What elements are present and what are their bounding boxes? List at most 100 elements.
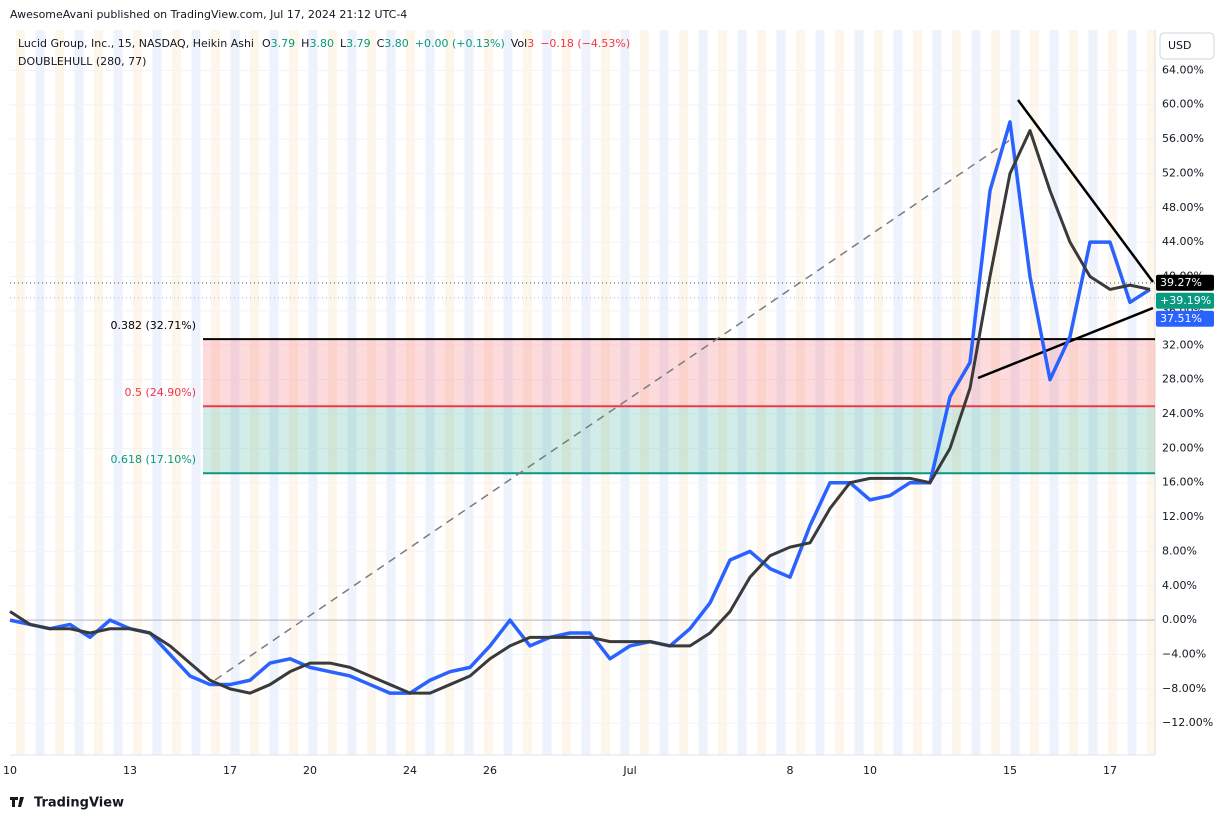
- ohlc-part: Vol: [511, 37, 527, 50]
- y-tick-label: 32.00%: [1162, 338, 1204, 351]
- stripe: [562, 30, 571, 755]
- x-tick-label: 8: [787, 764, 794, 777]
- ohlc-part: 3.80: [309, 37, 334, 50]
- price-tag-label: 37.51%: [1160, 312, 1202, 325]
- y-tick-label: 8.00%: [1162, 544, 1197, 557]
- y-tick-label: −12.00%: [1162, 716, 1213, 729]
- ohlc: O3.79 H3.80 L3.79 C3.80 +0.00 (+0.13%) Vol3 −0…: [262, 37, 630, 50]
- stripe: [445, 30, 454, 755]
- stripe: [55, 30, 64, 755]
- y-tick-label: 24.00%: [1162, 407, 1204, 420]
- fib-zone: [203, 339, 1155, 407]
- stripe: [250, 30, 259, 755]
- stripe: [289, 30, 298, 755]
- ohlc-part: H: [301, 37, 309, 50]
- currency-box[interactable]: [1159, 32, 1215, 60]
- ohlc-part: O: [262, 37, 271, 50]
- stripe: [718, 30, 727, 755]
- stripe: [230, 30, 240, 755]
- fib-zone: [203, 406, 1155, 474]
- stripe: [1049, 30, 1059, 755]
- stripe: [679, 30, 688, 755]
- y-tick-label: 64.00%: [1162, 63, 1204, 76]
- ohlc-part: 3.79: [346, 37, 371, 50]
- stripe: [172, 30, 181, 755]
- stripe: [757, 30, 766, 755]
- trend-dashed: [214, 139, 1011, 681]
- price-tag-label: 39.27%: [1160, 276, 1202, 289]
- y-tick-label: 56.00%: [1162, 132, 1204, 145]
- series-line: [9, 129, 1151, 695]
- ohlc-part: C: [377, 37, 385, 50]
- y-tick-label: 48.00%: [1162, 201, 1204, 214]
- ohlc-part: +0.00 (+0.13%): [415, 37, 505, 50]
- stripe: [952, 30, 961, 755]
- y-tick-label: −4.00%: [1162, 647, 1206, 660]
- y-tick-label: 16.00%: [1162, 476, 1204, 489]
- stripe: [640, 30, 649, 755]
- stripe: [971, 30, 981, 755]
- stripe: [484, 30, 493, 755]
- stripe: [523, 30, 532, 755]
- fib-label: 0.618 (17.10%): [110, 453, 196, 466]
- stripe: [113, 30, 123, 755]
- price-tag: [1156, 310, 1214, 327]
- stripe: [16, 30, 25, 755]
- x-tick-label: 20: [303, 764, 317, 777]
- stripe: [776, 30, 786, 755]
- stripe: [796, 30, 805, 755]
- stripe: [211, 30, 220, 755]
- stripe: [893, 30, 903, 755]
- x-tick-label: 17: [1103, 764, 1117, 777]
- currency[interactable]: USD: [1168, 39, 1192, 52]
- y-tick-label: 4.00%: [1162, 579, 1197, 592]
- stripe: [308, 30, 318, 755]
- stripe: [386, 30, 396, 755]
- price-tag: [1156, 274, 1214, 291]
- y-tick-label: 52.00%: [1162, 166, 1204, 179]
- x-tick-label: 26: [483, 764, 497, 777]
- stripe: [347, 30, 357, 755]
- stripe: [737, 30, 747, 755]
- x-tick-label: 17: [223, 764, 237, 777]
- y-tick-label: 20.00%: [1162, 441, 1204, 454]
- stripe: [1010, 30, 1020, 755]
- stripe: [854, 30, 864, 755]
- y-tick-label: 44.00%: [1162, 235, 1204, 248]
- y-tick-label: −8.00%: [1162, 682, 1206, 695]
- stripe: [425, 30, 435, 755]
- stripe: [1147, 30, 1156, 755]
- y-tick-label: 28.00%: [1162, 373, 1204, 386]
- stripe: [367, 30, 376, 755]
- stripe: [1069, 30, 1078, 755]
- price-tag: [1156, 292, 1214, 309]
- fib-label: 0.382 (32.71%): [110, 319, 196, 332]
- series-line: [9, 120, 1151, 695]
- stripe: [191, 30, 201, 755]
- stripe: [601, 30, 610, 755]
- footer-logo: TradingView: [34, 796, 124, 811]
- ohlc-part: −0.18 (−4.53%): [540, 37, 630, 50]
- ohlc-part: L: [340, 37, 347, 50]
- indicator: DOUBLEHULL (280, 77): [18, 55, 146, 68]
- x-tick-label: Jul: [622, 764, 636, 777]
- stripe: [74, 30, 84, 755]
- session-stripes: [16, 30, 1156, 755]
- published-line: AwesomeAvani published on TradingView.co…: [10, 8, 407, 21]
- stripe: [874, 30, 883, 755]
- stripe: [991, 30, 1000, 755]
- x-tick-label: 10: [3, 764, 17, 777]
- price-tag-label: +39.19%: [1160, 294, 1211, 307]
- stripe: [581, 30, 591, 755]
- stripe: [35, 30, 45, 755]
- stripe: [815, 30, 825, 755]
- stripe: [620, 30, 630, 755]
- stripe: [328, 30, 337, 755]
- stripe: [835, 30, 844, 755]
- stripe: [464, 30, 474, 755]
- x-tick-label: 15: [1003, 764, 1017, 777]
- stripe: [542, 30, 552, 755]
- x-tick-label: 13: [123, 764, 137, 777]
- stripe: [932, 30, 942, 755]
